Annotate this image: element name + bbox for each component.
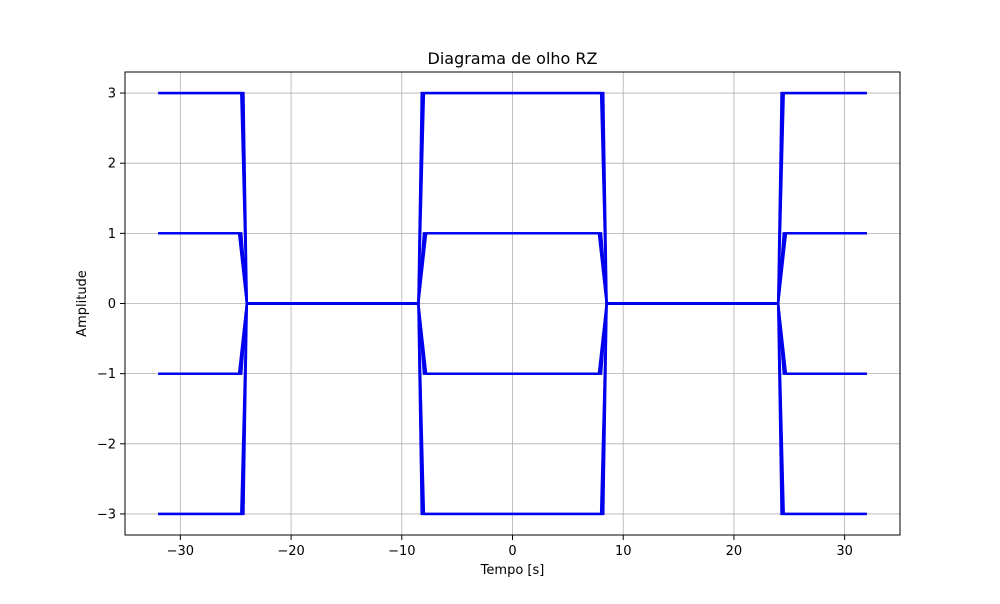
y-axis-label: Amplitude — [75, 270, 90, 337]
x-tick-label: −20 — [277, 544, 304, 559]
y-tick-label: −1 — [97, 367, 116, 382]
chart-title: Diagrama de olho RZ — [428, 49, 598, 68]
grid-layer — [125, 72, 900, 535]
eye-trace — [158, 232, 867, 305]
y-tick-label: 0 — [108, 297, 116, 312]
y-tick-label: −2 — [97, 437, 116, 452]
x-tick-label: −10 — [388, 544, 415, 559]
y-tick-label: −3 — [97, 507, 116, 522]
y-tick-label: 1 — [108, 227, 116, 242]
x-tick-label: 30 — [836, 544, 853, 559]
x-axis-label: Tempo [s] — [480, 563, 545, 578]
eye-trace — [158, 91, 867, 305]
y-tick-label: 2 — [108, 157, 116, 172]
x-tick-label: −30 — [167, 544, 194, 559]
eye-trace — [158, 302, 867, 516]
x-tick-label: 20 — [726, 544, 743, 559]
y-tick-label: 3 — [108, 87, 116, 102]
eye-trace — [158, 302, 867, 375]
x-tick-label: 10 — [615, 544, 632, 559]
traces-layer — [158, 91, 867, 516]
x-tick-label: 0 — [508, 544, 516, 559]
